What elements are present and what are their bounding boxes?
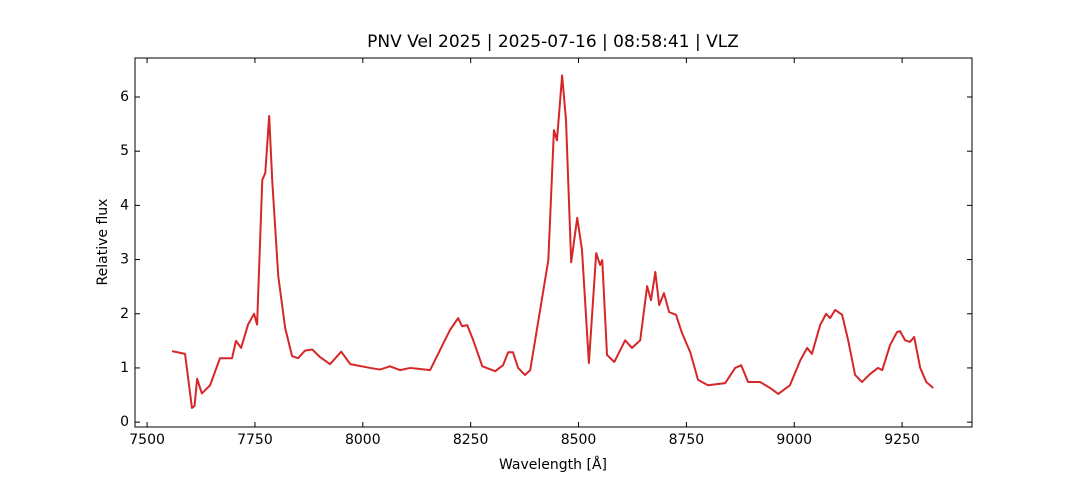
x-tick-label: 8500 bbox=[561, 432, 597, 448]
x-tick-label: 9250 bbox=[884, 432, 920, 448]
spectrum-line bbox=[171, 74, 934, 410]
y-tick-label: 4 bbox=[120, 197, 129, 213]
plot-frame bbox=[134, 57, 973, 428]
x-tick-label: 7750 bbox=[237, 432, 273, 448]
x-axis-label: Wavelength [Å] bbox=[499, 456, 607, 473]
y-tick-label: 1 bbox=[120, 360, 129, 376]
y-tick-label: 6 bbox=[120, 89, 129, 105]
x-tick-label: 9000 bbox=[776, 432, 812, 448]
y-tick-label: 2 bbox=[120, 306, 129, 322]
y-tick-label: 5 bbox=[120, 143, 129, 159]
x-tick-label: 8250 bbox=[453, 432, 489, 448]
x-tick-label: 8750 bbox=[669, 432, 705, 448]
x-tick-label: 7500 bbox=[129, 432, 165, 448]
y-axis-label: Relative flux bbox=[95, 199, 111, 286]
x-tick-label: 8000 bbox=[345, 432, 381, 448]
y-tick-label: 0 bbox=[120, 414, 129, 430]
chart-title: PNV Vel 2025 | 2025-07-16 | 08:58:41 | V… bbox=[367, 32, 739, 52]
y-tick-label: 3 bbox=[120, 252, 129, 268]
